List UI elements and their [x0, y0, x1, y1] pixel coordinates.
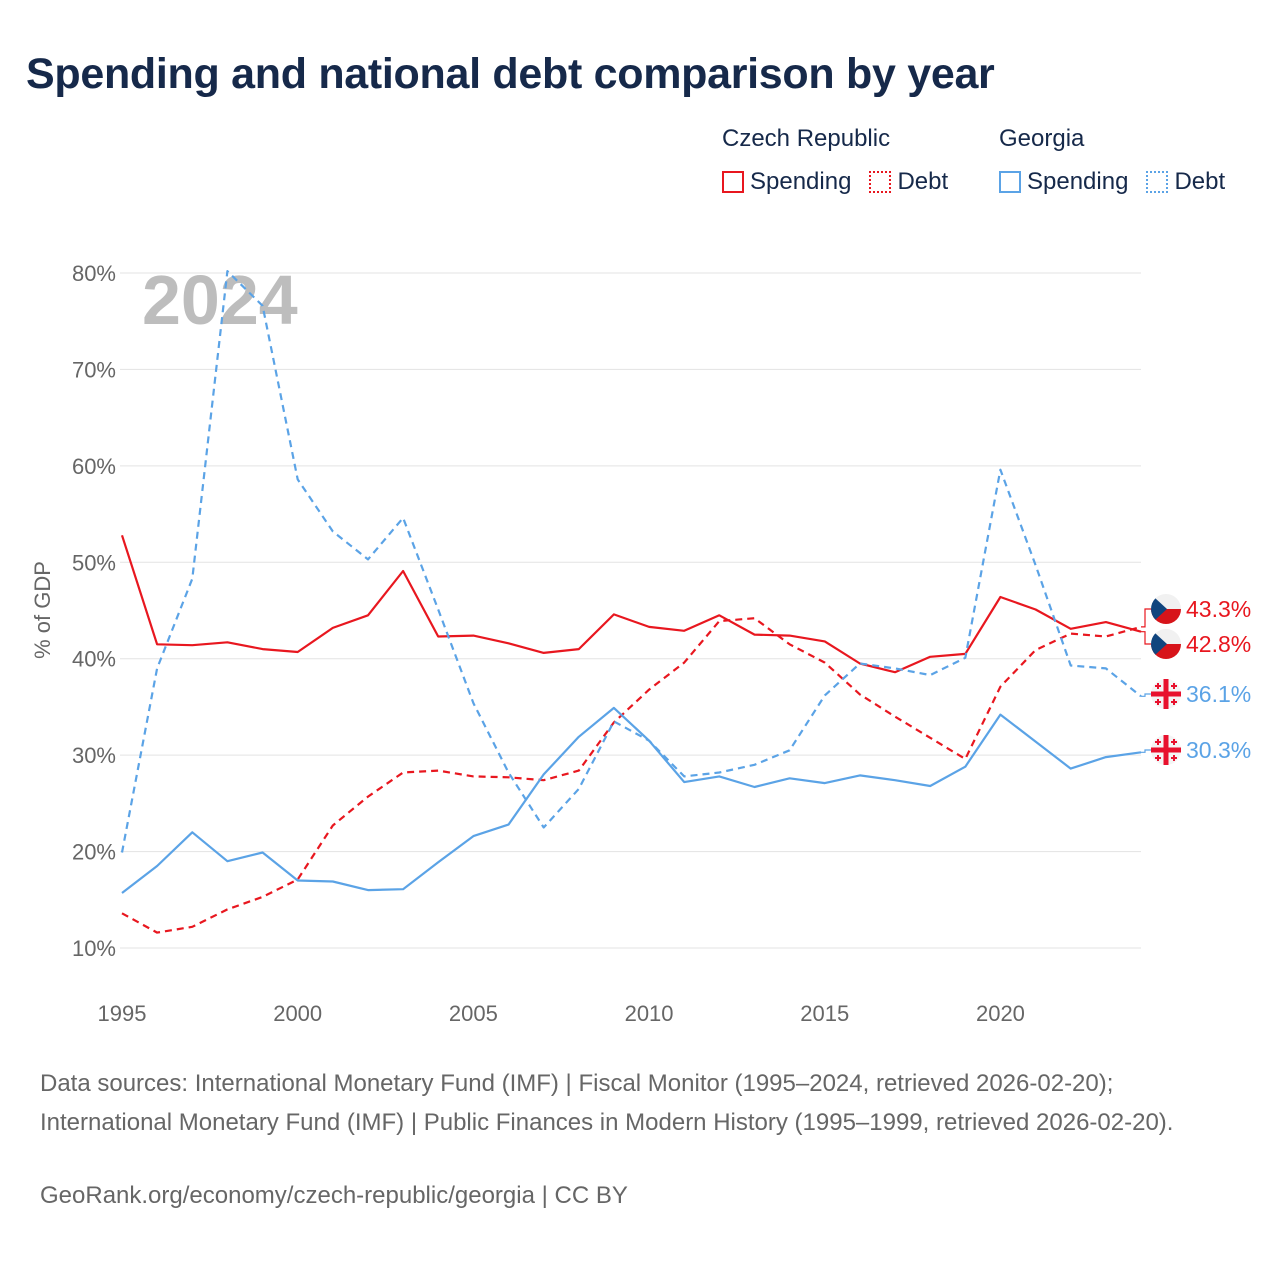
series-line-cz_spending[interactable] — [120, 534, 1142, 674]
end-value-label-ge_debt: 36.1% — [1186, 681, 1251, 707]
y-tick-label: 60% — [72, 454, 116, 479]
georgia-flag-small-cross — [1155, 741, 1161, 743]
end-label-connector — [1141, 693, 1151, 697]
czech-flag-blue-wedge — [1151, 598, 1167, 620]
y-tick-label: 50% — [72, 550, 116, 575]
x-tick-label: 1995 — [98, 1001, 147, 1026]
solid-line-swatch-icon — [999, 171, 1021, 193]
legend-item-label: Spending — [1027, 168, 1129, 195]
end-label-connector — [1141, 608, 1151, 628]
end-label-connector — [1141, 631, 1151, 645]
legend-item-georgia-spending[interactable]: Spending — [999, 168, 1128, 196]
georgia-flag-small-cross — [1155, 757, 1161, 759]
line-chart: 10% 20% 30% 40% 50% 60% 70% 80% 1995 2000 2005 2010… — [30, 261, 1251, 1026]
y-tick-label: 10% — [72, 936, 116, 961]
legend-group-georgia: Georgia Spending Debt — [999, 124, 1225, 196]
dotted-line-swatch-icon — [1146, 171, 1169, 193]
y-tick-label: 40% — [72, 647, 116, 672]
x-tick-label: 2020 — [976, 1001, 1025, 1026]
chart-title: Spending and national debt comparison by… — [26, 50, 995, 98]
legend-item-label: Spending — [750, 168, 852, 195]
x-tick-label: 2000 — [273, 1001, 322, 1026]
georgia-flag-cross-v — [1163, 735, 1169, 765]
y-tick-label: 30% — [72, 743, 116, 768]
legend-item-czech-spending[interactable]: Spending — [722, 168, 851, 196]
x-tick-label: 2015 — [800, 1001, 849, 1026]
georgia-flag-small-cross — [1171, 701, 1177, 703]
year-watermark: 2024 — [142, 261, 298, 339]
x-tick-label: 2010 — [625, 1001, 674, 1026]
end-value-label-cz_debt: 43.3% — [1186, 596, 1251, 622]
y-tick-label: 70% — [72, 357, 116, 382]
credit-link[interactable]: GeoRank.org/economy/czech-republic/georg… — [40, 1182, 628, 1209]
legend-group-czech-republic: Czech Republic Spending Debt — [722, 124, 948, 196]
series-line-ge_spending[interactable] — [121, 706, 1142, 894]
georgia-flag-small-cross — [1155, 701, 1161, 703]
end-value-label-cz_spending: 42.8% — [1186, 631, 1251, 657]
y-tick-label: 20% — [72, 840, 116, 865]
legend-item-georgia-debt[interactable]: Debt — [1146, 168, 1225, 196]
georgia-flag-cross-v — [1163, 679, 1169, 709]
legend-item-czech-debt[interactable]: Debt — [869, 168, 948, 196]
series-line-cz_debt[interactable] — [121, 617, 1142, 934]
dotted-line-swatch-icon — [869, 171, 892, 193]
legend-country-label: Georgia — [999, 125, 1085, 152]
data-sources-note: Data sources: International Monetary Fun… — [40, 1070, 1174, 1136]
georgia-flag-small-cross — [1155, 685, 1161, 687]
y-axis-label: % of GDP — [30, 561, 55, 659]
georgia-flag-small-cross — [1171, 757, 1177, 759]
georgia-flag-small-cross — [1171, 741, 1177, 743]
end-label-connector — [1141, 749, 1151, 753]
georgia-flag-small-cross — [1171, 685, 1177, 687]
legend-item-label: Debt — [1174, 168, 1226, 195]
end-value-label-ge_spending: 30.3% — [1186, 737, 1251, 763]
czech-flag-blue-wedge — [1151, 633, 1167, 655]
x-tick-label: 2005 — [449, 1001, 498, 1026]
solid-line-swatch-icon — [722, 171, 744, 193]
y-tick-label: 80% — [72, 261, 116, 286]
legend-item-label: Debt — [897, 168, 949, 195]
legend-country-label: Czech Republic — [722, 125, 891, 152]
